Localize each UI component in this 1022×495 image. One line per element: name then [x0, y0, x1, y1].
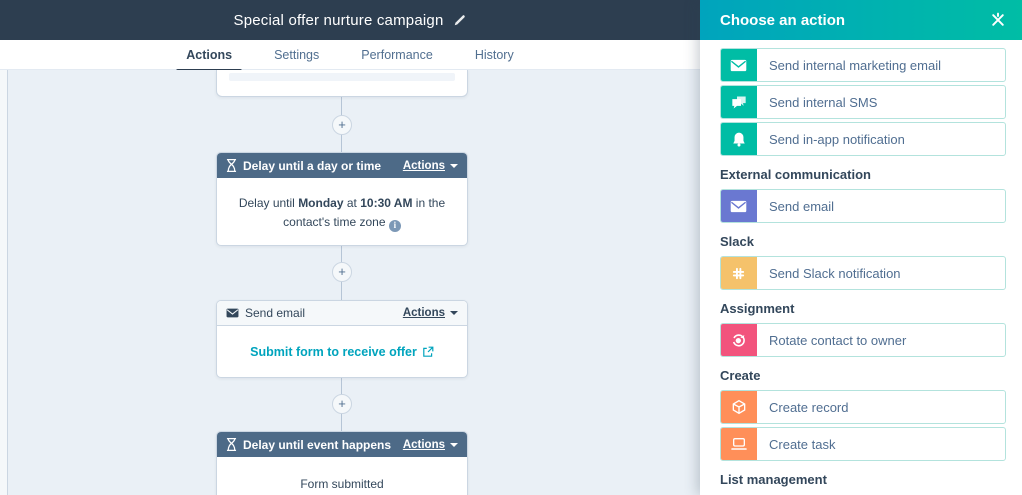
connector-line: [341, 70, 342, 495]
panel-header: Choose an action: [700, 0, 1022, 40]
delay-event-card[interactable]: Delay until event happens Actions Form s…: [216, 431, 468, 495]
card-title: Delay until event happens: [243, 437, 392, 452]
task-icon: [721, 428, 757, 460]
tab-settings[interactable]: Settings: [274, 47, 320, 62]
bell-icon: [721, 123, 757, 155]
envelope-icon: [721, 49, 757, 81]
partial-card-content: [229, 73, 455, 81]
group-title-list-management: List management: [720, 472, 827, 487]
action-item-send-email[interactable]: Send email: [720, 189, 1006, 223]
panel-body: Send internal marketing email Send inter…: [700, 40, 1022, 487]
workflow-title: Special offer nurture campaign: [233, 11, 444, 29]
add-step-button[interactable]: [332, 262, 352, 282]
envelope-icon: [721, 190, 757, 222]
card-actions-dropdown[interactable]: Actions: [403, 439, 458, 451]
caret-down-icon: [450, 163, 458, 168]
action-item-send-in-app-notification[interactable]: Send in-app notification: [720, 122, 1006, 156]
external-link-icon: [423, 346, 434, 357]
cube-icon: [721, 391, 757, 423]
action-item-send-slack-notification[interactable]: Send Slack notification: [720, 256, 1006, 290]
delay-day-time-card-header: Delay until a day or time Actions: [217, 153, 467, 178]
tab-bar: Actions Settings Performance History: [0, 40, 700, 73]
action-item-rotate-contact-to-owner[interactable]: Rotate contact to owner: [720, 323, 1006, 357]
close-icon[interactable]: [990, 12, 1006, 28]
action-item-create-task[interactable]: Create task: [720, 427, 1006, 461]
choose-action-panel: Choose an action Send internal marketing…: [700, 0, 1022, 495]
action-item-send-internal-marketing-email[interactable]: Send internal marketing email: [720, 48, 1006, 82]
rotate-icon: [721, 324, 757, 356]
edit-pencil-icon[interactable]: [453, 13, 467, 27]
tab-history[interactable]: History: [474, 47, 514, 62]
tab-performance[interactable]: Performance: [361, 47, 433, 62]
delay-event-description: Form submitted: [300, 477, 384, 491]
group-title-assignment: Assignment: [720, 301, 795, 316]
action-item-create-record[interactable]: Create record: [720, 390, 1006, 424]
chat-icon: [721, 86, 757, 118]
card-actions-dropdown[interactable]: Actions: [403, 307, 458, 319]
group-title-external-communication: External communication: [720, 167, 871, 182]
email-preview-link[interactable]: Submit form to receive offer: [250, 345, 417, 359]
group-title-create: Create: [720, 368, 761, 383]
card-actions-dropdown[interactable]: Actions: [403, 160, 458, 172]
card-title: Send email: [245, 306, 306, 320]
panel-title: Choose an action: [720, 11, 846, 29]
send-email-card-header: Send email Actions: [217, 301, 467, 326]
delay-description: Delay until Monday at 10:30 AM in the co…: [238, 196, 446, 232]
delay-day-time-card[interactable]: Delay until a day or time Actions Delay …: [216, 152, 468, 246]
action-item-send-internal-sms[interactable]: Send internal SMS: [720, 85, 1006, 119]
send-email-card[interactable]: Send email Actions Submit form to receiv…: [216, 300, 468, 378]
card-title: Delay until a day or time: [243, 158, 382, 173]
add-step-button[interactable]: [332, 115, 352, 135]
workflow-canvas: Delay until a day or time Actions Delay …: [0, 70, 700, 495]
tab-actions[interactable]: Actions: [172, 40, 246, 73]
delay-event-card-header: Delay until event happens Actions: [217, 432, 467, 457]
hourglass-icon: [226, 159, 237, 172]
caret-down-icon: [450, 442, 458, 447]
slack-icon: [721, 257, 757, 289]
hourglass-icon: [226, 438, 237, 451]
info-icon[interactable]: i: [388, 219, 401, 232]
add-step-button[interactable]: [332, 394, 352, 414]
canvas-left-edge: [0, 70, 8, 495]
envelope-icon: [226, 308, 239, 318]
caret-down-icon: [450, 311, 458, 315]
partial-card[interactable]: [216, 70, 468, 97]
group-title-slack: Slack: [720, 234, 754, 249]
